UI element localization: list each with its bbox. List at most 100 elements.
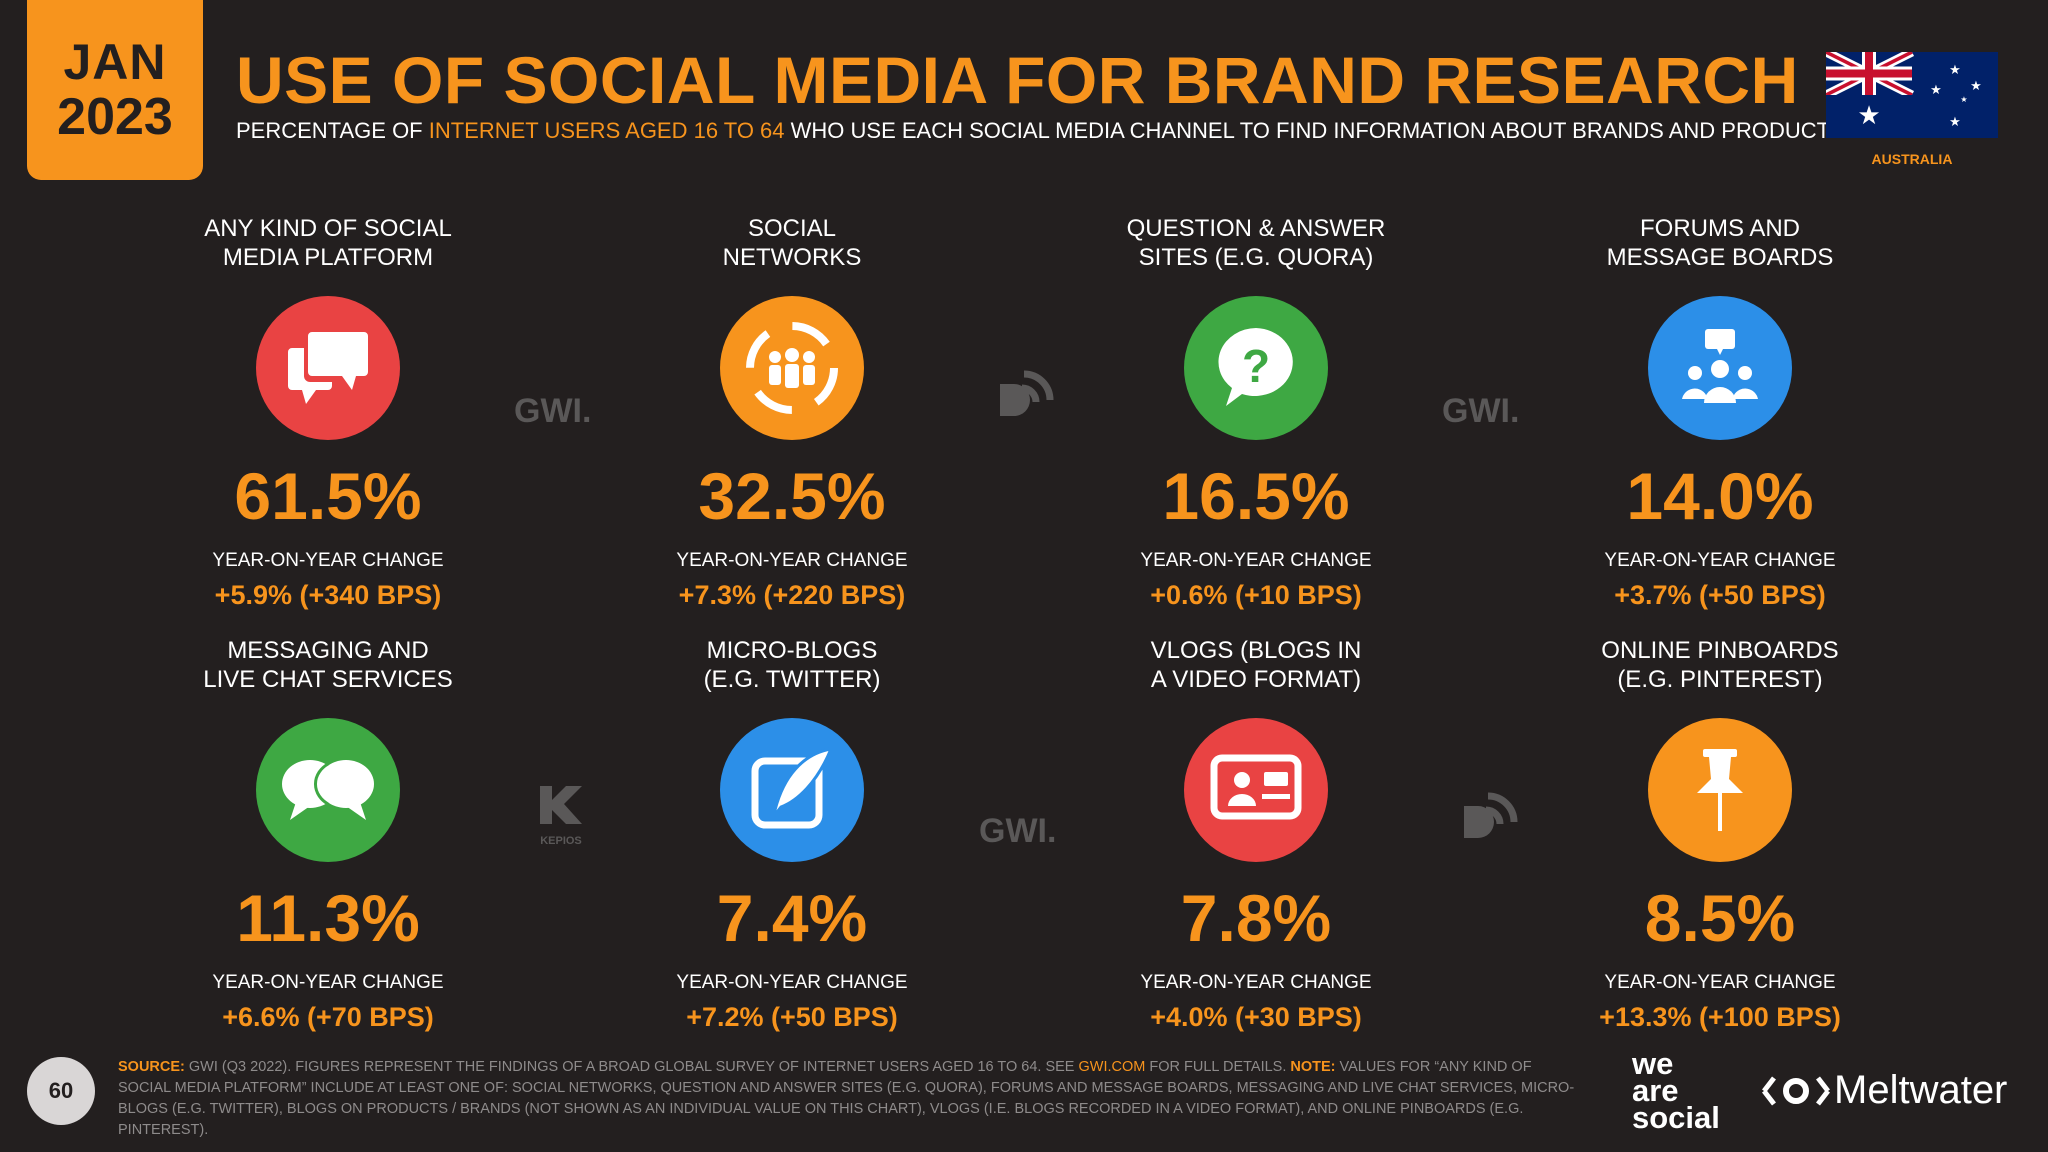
metric-card-micro-blogs: MICRO-BLOGS (E.G. TWITTER) 7.4% YEAR-ON-Y… bbox=[592, 636, 992, 1033]
meltwater-logo: Meltwater bbox=[1760, 1068, 2007, 1113]
chat-bubbles-icon bbox=[256, 296, 400, 440]
metric-label-line2: SITES (E.G. QUORA) bbox=[1138, 244, 1374, 271]
note-text: VALUES FOR “ANY KIND OF SOCIAL MEDIA PLA… bbox=[118, 1059, 1575, 1138]
metric-label-line1: QUESTION & ANSWER bbox=[1126, 215, 1386, 242]
yoy-label: YEAR-ON-YEAR CHANGE bbox=[676, 972, 908, 993]
metric-card-social-networks: SOCIAL NETWORKS 32.5% YEAR-ON-YEAR CHANGE… bbox=[592, 214, 992, 611]
source-label: SOURCE: bbox=[118, 1059, 185, 1075]
country-label: AUSTRALIA bbox=[1871, 151, 1953, 167]
yoy-value: +5.9% (+340 BPS) bbox=[214, 580, 442, 610]
yoy-label: YEAR-ON-YEAR CHANGE bbox=[212, 972, 444, 993]
yoy-label: YEAR-ON-YEAR CHANGE bbox=[1604, 972, 1836, 993]
date-year: 2023 bbox=[57, 88, 173, 146]
subtitle-highlight: INTERNET USERS AGED 16 TO 64 bbox=[428, 118, 785, 143]
kepios-watermark: KEPIOS bbox=[536, 784, 586, 847]
yoy-value: +3.7% (+50 BPS) bbox=[1614, 580, 1826, 610]
metric-label-line1: VLOGS (BLOGS IN bbox=[1150, 637, 1362, 664]
messaging-bubbles-icon bbox=[256, 718, 400, 862]
metric-value: 32.5% bbox=[698, 459, 886, 533]
metric-value: 7.8% bbox=[1180, 881, 1332, 955]
datareportal-watermark-icon bbox=[1460, 782, 1524, 855]
group-forum-icon bbox=[1648, 296, 1792, 440]
yoy-value: +7.2% (+50 BPS) bbox=[686, 1002, 898, 1032]
metric-label-line1: FORUMS AND bbox=[1639, 215, 1800, 242]
source-text-2: FOR FULL DETAILS. bbox=[1145, 1059, 1291, 1075]
metric-label: MESSAGING AND LIVE CHAT SERVICES bbox=[128, 636, 528, 696]
source-text: GWI (Q3 2022). FIGURES REPRESENT THE FIN… bbox=[184, 1059, 1079, 1075]
metric-label: QUESTION & ANSWER SITES (E.G. QUORA) bbox=[1056, 214, 1456, 274]
svg-text:★: ★ bbox=[1949, 115, 1961, 130]
datareportal-watermark-icon bbox=[996, 360, 1060, 433]
metric-value: 7.4% bbox=[716, 881, 868, 955]
metric-value: 8.5% bbox=[1644, 881, 1796, 955]
date-badge: JAN 2023 bbox=[27, 0, 203, 180]
metric-card-pinboards: ONLINE PINBOARDS (E.G. PINTEREST) 8.5% YE… bbox=[1520, 636, 1920, 1033]
metric-value: 61.5% bbox=[234, 459, 422, 533]
metric-label: ONLINE PINBOARDS (E.G. PINTEREST) bbox=[1520, 636, 1920, 696]
yoy-label: YEAR-ON-YEAR CHANGE bbox=[212, 550, 444, 571]
metric-label: VLOGS (BLOGS IN A VIDEO FORMAT) bbox=[1056, 636, 1456, 696]
note-label: NOTE: bbox=[1290, 1059, 1336, 1075]
metric-value: 16.5% bbox=[1162, 459, 1350, 533]
metric-label-line2: (E.G. TWITTER) bbox=[703, 666, 881, 693]
yoy-label: YEAR-ON-YEAR CHANGE bbox=[1140, 972, 1372, 993]
people-network-icon bbox=[720, 296, 864, 440]
svg-text:★: ★ bbox=[1960, 95, 1967, 104]
yoy-label: YEAR-ON-YEAR CHANGE bbox=[676, 550, 908, 571]
pushpin-icon bbox=[1648, 718, 1792, 862]
question-bubble-icon: ? bbox=[1184, 296, 1328, 440]
we-are-social-line1: we bbox=[1632, 1046, 1674, 1081]
metric-value: 11.3% bbox=[236, 881, 420, 955]
metric-label: SOCIAL NETWORKS bbox=[592, 214, 992, 274]
metric-card-vlogs: VLOGS (BLOGS IN A VIDEO FORMAT) 7.8% YEAR… bbox=[1056, 636, 1456, 1033]
gwi-watermark: GWI. bbox=[1442, 392, 1520, 430]
metric-card-forums: FORUMS AND MESSAGE BOARDS 14.0% YEAR-ON-Y… bbox=[1520, 214, 1920, 611]
page-title: USE OF SOCIAL MEDIA FOR BRAND RESEARCH bbox=[236, 43, 1799, 117]
metric-label-line1: ANY KIND OF SOCIAL bbox=[204, 215, 452, 242]
meltwater-label: Meltwater bbox=[1834, 1068, 2008, 1112]
metric-label-line2: LIVE CHAT SERVICES bbox=[203, 666, 453, 693]
quill-icon bbox=[720, 718, 864, 862]
subtitle-pre: PERCENTAGE OF bbox=[236, 118, 429, 143]
metric-label-line2: A VIDEO FORMAT) bbox=[1150, 666, 1362, 693]
source-link[interactable]: GWI.COM bbox=[1078, 1059, 1146, 1075]
metric-label: ANY KIND OF SOCIAL MEDIA PLATFORM bbox=[128, 214, 528, 274]
yoy-value: +7.3% (+220 BPS) bbox=[678, 580, 906, 610]
svg-text:★: ★ bbox=[1857, 101, 1880, 131]
gwi-watermark: GWI. bbox=[979, 812, 1057, 850]
metric-label-line1: ONLINE PINBOARDS bbox=[1601, 637, 1839, 664]
metric-label-line2: NETWORKS bbox=[722, 244, 862, 271]
metric-label-line1: MICRO-BLOGS bbox=[706, 637, 878, 664]
svg-text:★: ★ bbox=[1949, 63, 1961, 78]
svg-text:★: ★ bbox=[1930, 83, 1942, 98]
we-are-social-line2: are bbox=[1632, 1073, 1679, 1108]
svg-text:?: ? bbox=[1242, 340, 1270, 392]
kepios-label: KEPIOS bbox=[540, 835, 582, 847]
date-month: JAN bbox=[63, 34, 167, 90]
yoy-label: YEAR-ON-YEAR CHANGE bbox=[1140, 550, 1372, 571]
yoy-value: +4.0% (+30 BPS) bbox=[1150, 1002, 1362, 1032]
page-number: 60 bbox=[27, 1057, 95, 1125]
subtitle-post: WHO USE EACH SOCIAL MEDIA CHANNEL TO FIN… bbox=[784, 118, 1845, 143]
video-profile-icon bbox=[1184, 718, 1328, 862]
metric-card-messaging: MESSAGING AND LIVE CHAT SERVICES 11.3% YE… bbox=[128, 636, 528, 1033]
metric-label-line2: MEDIA PLATFORM bbox=[222, 244, 434, 271]
svg-text:★: ★ bbox=[1970, 79, 1982, 94]
we-are-social-logo: we are social bbox=[1632, 1046, 1720, 1135]
yoy-label: YEAR-ON-YEAR CHANGE bbox=[1604, 550, 1836, 571]
metric-label-line1: MESSAGING AND bbox=[227, 637, 429, 664]
metric-card-any-social: ANY KIND OF SOCIAL MEDIA PLATFORM 61.5% Y… bbox=[128, 214, 528, 611]
yoy-value: +0.6% (+10 BPS) bbox=[1150, 580, 1362, 610]
metric-label-line1: SOCIAL bbox=[747, 215, 837, 242]
metric-label-line2: (E.G. PINTEREST) bbox=[1617, 666, 1823, 693]
metric-label-line2: MESSAGE BOARDS bbox=[1606, 244, 1834, 271]
gwi-watermark: GWI. bbox=[514, 392, 592, 430]
yoy-value: +13.3% (+100 BPS) bbox=[1599, 1002, 1841, 1032]
australia-flag-icon: ★ ★ ★ ★ ★ ★ bbox=[1826, 52, 1998, 138]
page-subtitle: PERCENTAGE OF INTERNET USERS AGED 16 TO … bbox=[236, 118, 1845, 144]
source-note: SOURCE: GWI (Q3 2022). FIGURES REPRESENT… bbox=[118, 1057, 1578, 1141]
kepios-logo-icon bbox=[540, 786, 582, 824]
metric-label: FORUMS AND MESSAGE BOARDS bbox=[1520, 214, 1920, 274]
meltwater-mark-icon bbox=[1762, 1075, 1830, 1106]
we-are-social-line3: social bbox=[1632, 1100, 1720, 1135]
